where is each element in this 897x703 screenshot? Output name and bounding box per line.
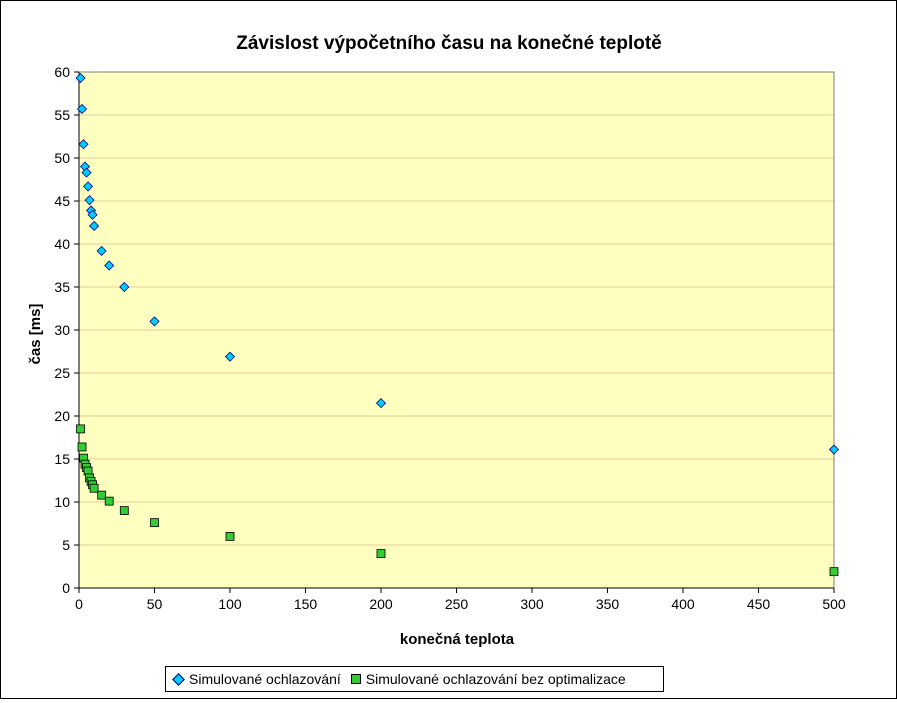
data-point-series-1 — [84, 195, 95, 206]
x-tick-label: 0 — [75, 596, 83, 612]
y-tick-label: 10 — [54, 494, 70, 510]
data-point-series-1 — [87, 209, 98, 220]
x-tick-label: 150 — [294, 596, 318, 612]
x-tick-label: 300 — [520, 596, 544, 612]
square-marker-icon — [350, 674, 361, 684]
x-tick-label: 250 — [445, 596, 469, 612]
data-point-series-2 — [89, 483, 99, 493]
x-tick-label: 50 — [147, 596, 163, 612]
data-point-series-2 — [119, 506, 129, 516]
data-point-series-1 — [89, 220, 100, 232]
y-tick-label: 40 — [54, 236, 70, 252]
data-point-series-1 — [82, 181, 94, 192]
x-tick-label: 500 — [822, 596, 846, 612]
y-tick-label: 45 — [54, 193, 70, 209]
plot-area: 0 5 10 15 20 25 30 35 40 45 50 55 60 0 50 100 150 200 250 3… — [54, 64, 845, 612]
legend-item-series-1: Simulované ochlazování — [172, 671, 341, 687]
data-point-series-2 — [104, 496, 114, 506]
chart-title: Závislost výpočetního času na konečné te… — [236, 33, 662, 54]
data-point-series-2 — [97, 490, 107, 500]
legend: Simulované ochlazování Simulované ochlaz… — [165, 666, 664, 692]
data-point-series-2 — [150, 518, 159, 528]
data-point-series-1 — [375, 398, 387, 409]
y-tick-label: 15 — [54, 451, 70, 467]
legend-label-series-1: Simulované ochlazování — [189, 671, 341, 687]
data-point-series-2 — [77, 442, 87, 452]
data-point-series-2 — [76, 424, 85, 434]
data-point-series-1 — [119, 281, 130, 293]
data-point-series-2 — [829, 567, 839, 577]
y-tick-label: 0 — [62, 580, 70, 596]
y-tick-label: 20 — [54, 408, 70, 424]
data-point-series-1 — [81, 167, 92, 178]
x-tick-label: 450 — [747, 596, 771, 612]
data-point-series-1 — [104, 260, 115, 271]
y-tick-label: 25 — [54, 365, 70, 381]
y-tick-label: 5 — [62, 537, 70, 553]
data-point-series-1 — [224, 351, 236, 362]
data-point-series-1 — [96, 245, 107, 256]
diamond-marker-icon — [172, 672, 185, 686]
data-point-series-1 — [828, 444, 840, 455]
data-point-series-1 — [78, 139, 89, 150]
y-tick-label: 60 — [54, 64, 70, 80]
x-tick-label: 350 — [596, 596, 620, 612]
x-tick-label: 100 — [218, 596, 242, 612]
legend-label-series-2: Simulované ochlazování bez optimalizace — [365, 671, 626, 687]
y-tick-label: 55 — [54, 107, 70, 123]
legend-item-series-2: Simulované ochlazování bez optimalizace — [350, 671, 626, 687]
data-point-series-1 — [75, 72, 86, 84]
x-tick-label: 200 — [369, 596, 393, 612]
data-point-series-2 — [376, 549, 386, 558]
x-tick-label: 400 — [671, 596, 695, 612]
y-tick-label: 30 — [54, 322, 70, 338]
y-tick-label: 35 — [54, 279, 70, 295]
x-axis-label: konečná teplota — [400, 631, 515, 648]
data-point-series-2 — [225, 532, 235, 541]
y-axis-label: čas [ms] — [27, 304, 44, 365]
y-tick-label: 50 — [54, 150, 70, 166]
data-point-series-1 — [76, 103, 88, 115]
data-point-series-1 — [149, 316, 160, 327]
